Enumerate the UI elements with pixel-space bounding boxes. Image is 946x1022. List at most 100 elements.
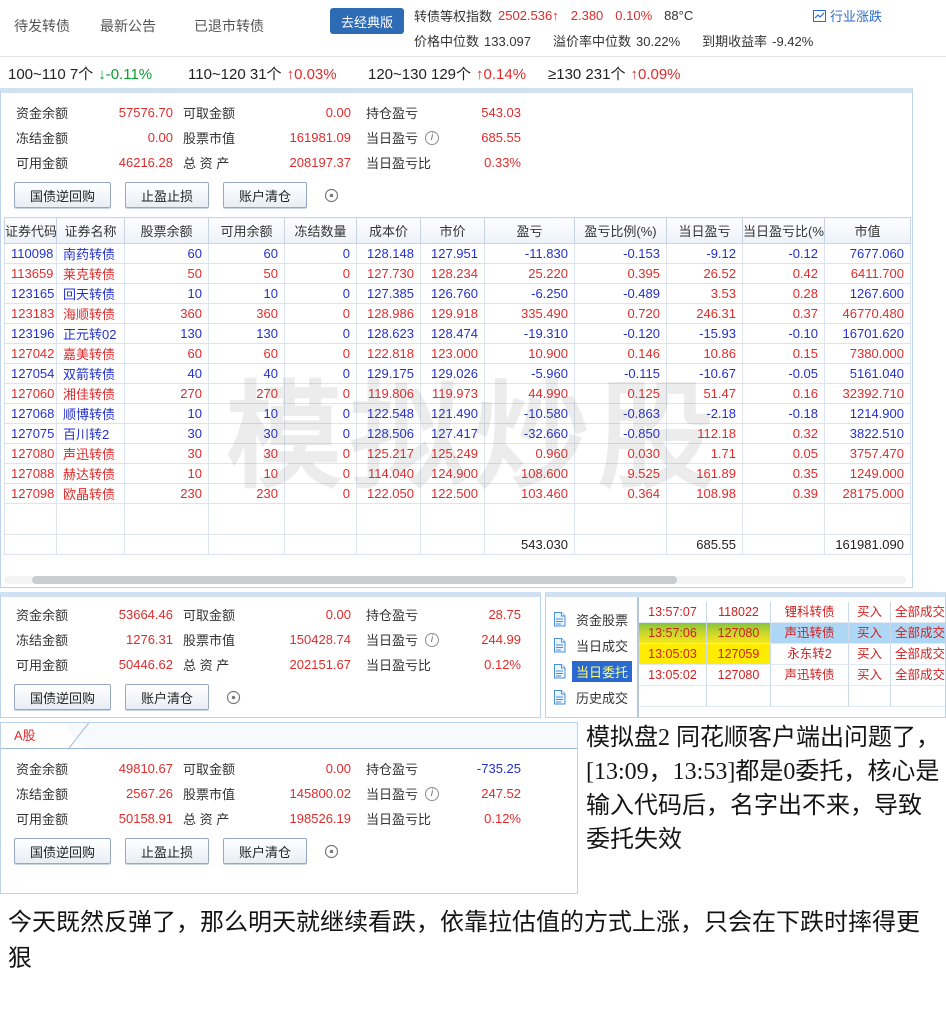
position-row[interactable]: 127068 顺博转债 10 10 0 122.548 121.490 -10.580 -0.8… [4, 403, 911, 424]
cell-cost: 127.385 [356, 283, 421, 304]
total-avail [208, 534, 285, 555]
cell-name: 百川转2 [56, 423, 125, 444]
position-row[interactable]: 127088 赫达转债 10 10 0 114.040 124.900 108.600 9.52… [4, 463, 911, 484]
position-row[interactable]: 127042 嘉美转债 60 60 0 122.818 123.000 10.900 0.146… [4, 343, 911, 364]
cell-name: 正元转02 [56, 323, 125, 344]
nav-tab-pending-bonds[interactable]: 待发转债 [14, 18, 70, 34]
position-row[interactable]: 123183 海顺转债 360 360 0 128.986 129.918 335.490 0.… [4, 303, 911, 324]
cell-day_pct: 0.35 [742, 463, 825, 484]
cell-pl: 335.490 [484, 303, 575, 324]
menu-funds-stocks[interactable]: 资金股票 [546, 606, 637, 632]
range-gte-130[interactable]: ≥130 231个 ↑0.09% [548, 66, 681, 83]
bond-account2-label: 股票市值 [183, 633, 236, 648]
reverse-repo-button[interactable]: 国债逆回购 [14, 684, 112, 710]
cell-price: 126.760 [420, 283, 485, 304]
cell-code: 127088 [4, 463, 57, 484]
cell-day_pct: 0.16 [742, 383, 825, 404]
order-row[interactable]: 13:05:03 127059 永东转2 买入 全部成交 [638, 644, 945, 665]
industry-change-link[interactable]: 行业涨跌 [812, 6, 882, 25]
cell-frozen: 0 [284, 243, 357, 264]
menu-history-trades[interactable]: 历史成交 [546, 684, 637, 710]
position-row[interactable]: 123196 正元转02 130 130 0 128.623 128.474 -19.310-… [4, 323, 911, 344]
info-icon[interactable]: i [425, 130, 440, 145]
info-icon[interactable]: i [425, 632, 440, 647]
range-120-130[interactable]: 120~130 129个 ↑0.14% [368, 66, 527, 83]
cell-avail: 10 [208, 463, 285, 484]
cell-mv: 3757.470 [824, 443, 911, 464]
cell-code: 127080 [4, 443, 57, 464]
column-header: 股票余额 [124, 217, 209, 244]
order-row[interactable]: 13:05:02 127080 声迅转债 买入 全部成交 [638, 665, 945, 686]
bond-account-value: 543.03 [481, 105, 521, 120]
order-cell-name: 声迅转债 [771, 623, 849, 643]
bond-account2-label: 资金余额 [16, 608, 69, 623]
bond-account2-label: 冻结金额 [16, 633, 69, 648]
annotation-note-bottom: 今天既然反弹了，那么明天就继续看跌，依靠拉估值的方式上涨，只会在下跌时摔得更狠 [8, 910, 920, 972]
bond-account2-value: 0.12% [484, 657, 521, 672]
a-share-panel: A股 资金余额 49810.67 可取金额 0.00 持仓盈亏 -735.25 冻结金额 25… [0, 722, 578, 894]
empty-cell [56, 503, 125, 535]
scrollbar-thumb[interactable] [32, 576, 677, 584]
position-row[interactable]: 113659 莱克转债 50 50 0 127.730 128.234 25.220 0.395… [4, 263, 911, 284]
cell-mv: 5161.040 [824, 363, 911, 384]
cell-avail: 40 [208, 363, 285, 384]
cell-day_pl: 108.98 [666, 483, 743, 504]
settings-gear-icon[interactable] [323, 843, 340, 860]
position-row[interactable]: 127098 欧晶转债 230 230 0 122.050 122.500 103.460 0.… [4, 483, 911, 504]
cell-day_pl: 246.31 [666, 303, 743, 324]
cell-pl: -5.960 [484, 363, 575, 384]
menu-today-trades[interactable]: 当日成交 [546, 632, 637, 658]
a-share-account-label: 可用金额 [16, 812, 69, 827]
cell-day_pct: 0.37 [742, 303, 825, 324]
classic-version-button[interactable]: 去经典版 [330, 8, 405, 34]
horizontal-scrollbar[interactable] [4, 576, 906, 584]
a-share-account-value: 145800.02 [289, 786, 351, 801]
position-row[interactable]: 127060 湘佳转债 270 270 0 119.806 119.973 44.990 0.1… [4, 383, 911, 404]
cell-avail: 230 [208, 483, 285, 504]
cell-pl: 25.220 [484, 263, 575, 284]
empty-cell [742, 503, 825, 535]
info-icon[interactable]: i [425, 786, 440, 801]
reverse-repo-button[interactable]: 国债逆回购 [14, 182, 112, 208]
clear-account-button[interactable]: 账户清仓 [223, 182, 308, 208]
range-100-110[interactable]: 100~110 7个 ↓-0.11% [8, 66, 153, 83]
position-row[interactable]: 127075 百川转2 30 30 0 128.506 127.417 -32.660 -0.8… [4, 423, 911, 444]
document-icon [553, 611, 566, 627]
settings-gear-icon[interactable] [225, 689, 242, 706]
cell-pl_pct: 0.364 [574, 483, 667, 504]
order-row[interactable]: 13:57:06 127080 声迅转债 买入 全部成交 [638, 623, 945, 644]
nav-tab-delisted-bonds[interactable]: 已退市转债 [194, 18, 264, 34]
column-header: 当日盈亏比(%) [742, 217, 825, 244]
clear-account-button[interactable]: 账户清仓 [125, 684, 210, 710]
cell-day_pct: 0.42 [742, 263, 825, 284]
index-temperature: 88°C [664, 8, 694, 23]
order-cell-time: 13:57:06 [638, 623, 707, 643]
order-row[interactable]: 13:57:07 118022 锂科转债 买入 全部成交 [638, 602, 945, 623]
empty-cell [484, 503, 575, 535]
stop-profit-loss-button[interactable]: 止盈止损 [125, 838, 210, 864]
tab-a-share[interactable]: A股 [1, 723, 90, 750]
settings-gear-icon[interactable] [323, 187, 340, 204]
cell-pl_pct: 0.030 [574, 443, 667, 464]
stop-profit-loss-button[interactable]: 止盈止损 [125, 182, 210, 208]
order-cell-name: 声迅转债 [771, 665, 849, 685]
clear-account-button[interactable]: 账户清仓 [223, 838, 308, 864]
bond-account2-value: 244.99 [481, 632, 521, 647]
reverse-repo-button[interactable]: 国债逆回购 [14, 838, 112, 864]
cell-mv: 7380.000 [824, 343, 911, 364]
cell-price: 129.026 [420, 363, 485, 384]
position-row[interactable]: 123165 回天转债 10 10 0 127.385 126.760 -6.250 -0.48… [4, 283, 911, 304]
position-row[interactable]: 110098 南药转债 60 60 0 128.148 127.951 -11.830 -0.1… [4, 243, 911, 264]
industry-chart-icon [812, 9, 826, 22]
cell-code: 110098 [4, 243, 57, 264]
cell-cost: 127.730 [356, 263, 421, 284]
range-110-120[interactable]: 110~120 31个 ↑0.03% [188, 66, 337, 83]
position-row[interactable]: 127054 双箭转债 40 40 0 129.175 129.026 -5.960 -0.11… [4, 363, 911, 384]
menu-today-orders[interactable]: 当日委托 [546, 658, 637, 684]
nav-tab-announcements[interactable]: 最新公告 [100, 18, 156, 34]
cell-avail: 10 [208, 283, 285, 304]
cell-cost: 119.806 [356, 383, 421, 404]
cell-cost: 114.040 [356, 463, 421, 484]
cell-cost: 128.148 [356, 243, 421, 264]
position-row[interactable]: 127080 声迅转债 30 30 0 125.217 125.249 0.960 0.030 1… [4, 443, 911, 464]
